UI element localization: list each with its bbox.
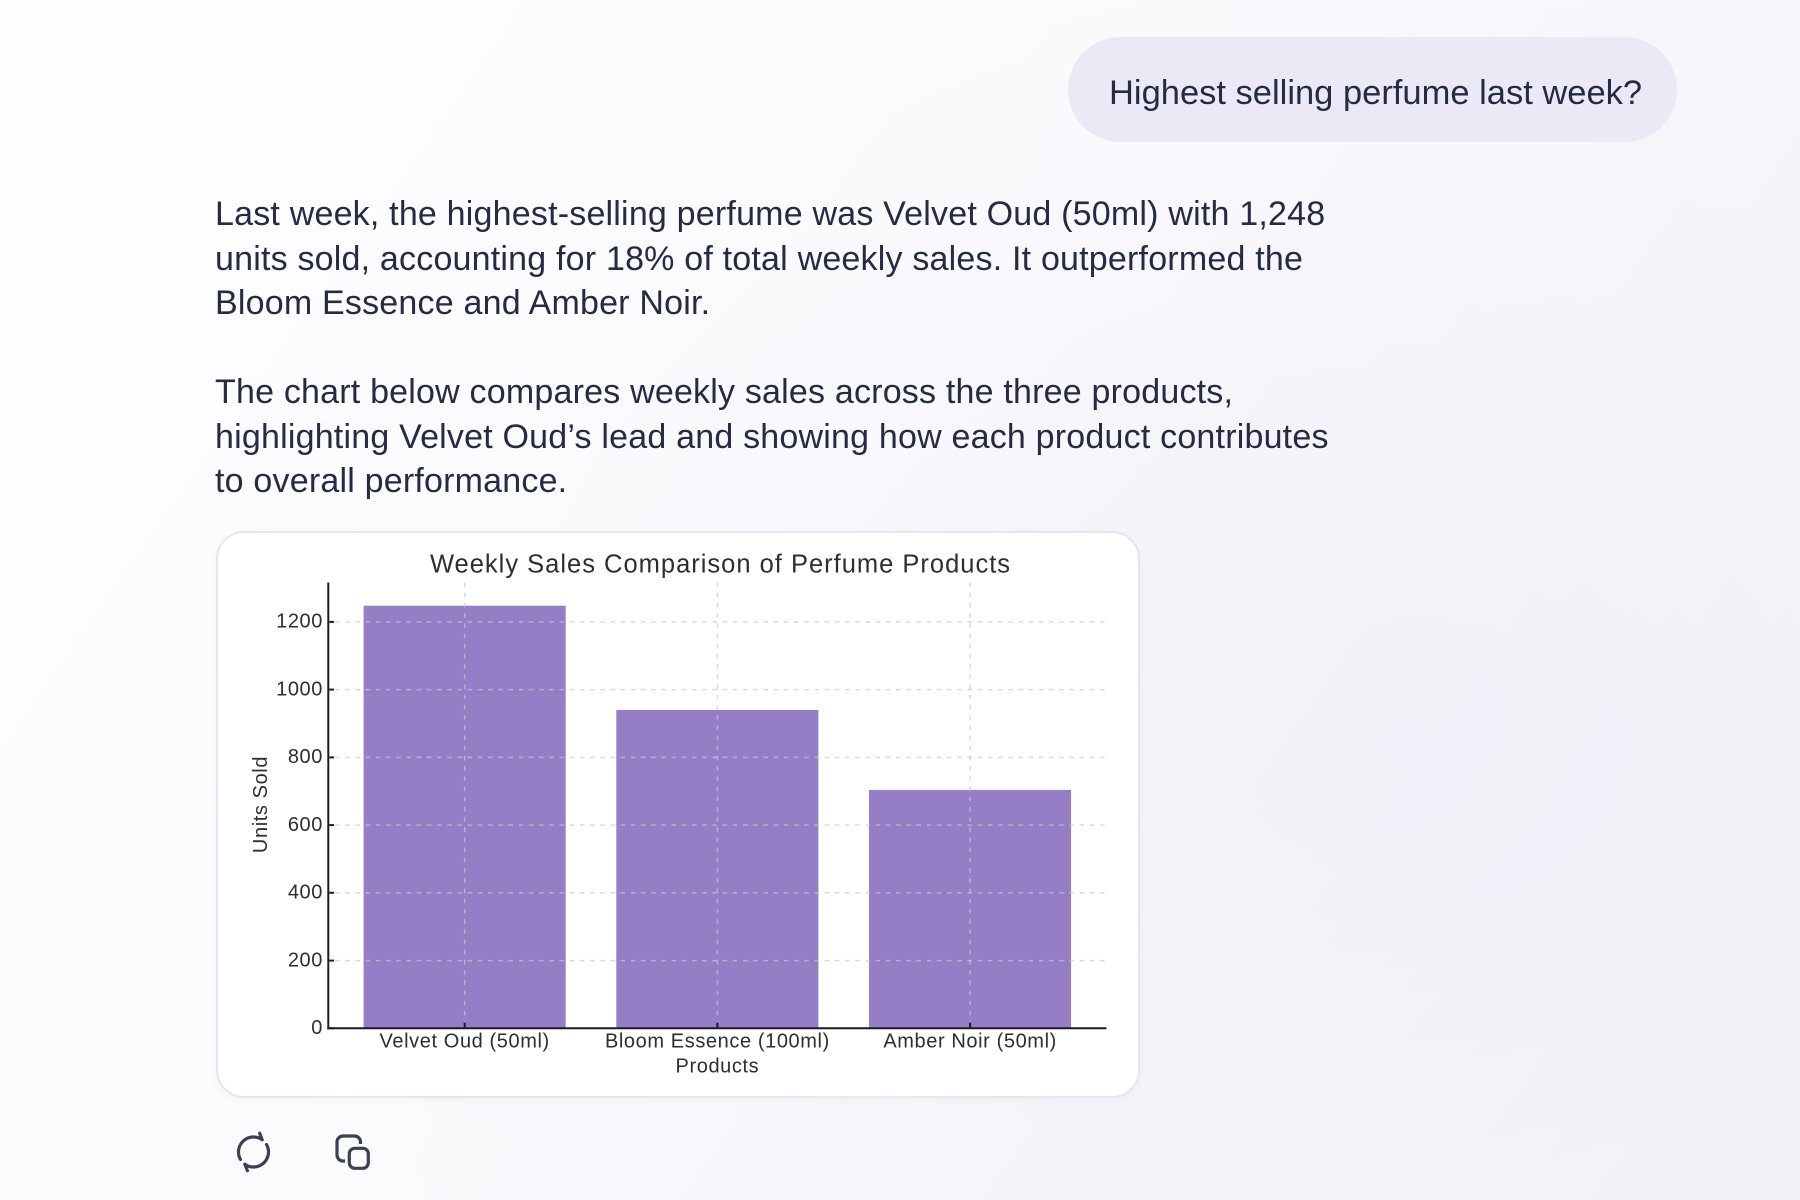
svg-text:Products: Products: [676, 1056, 760, 1078]
svg-text:600: 600: [288, 814, 323, 836]
svg-text:1200: 1200: [276, 611, 323, 633]
svg-text:200: 200: [288, 949, 323, 971]
svg-text:400: 400: [288, 882, 323, 904]
svg-text:0: 0: [311, 1017, 323, 1039]
svg-text:Amber Noir (50ml): Amber Noir (50ml): [883, 1030, 1057, 1052]
svg-text:Units Sold: Units Sold: [250, 756, 272, 853]
svg-text:Bloom Essence (100ml): Bloom Essence (100ml): [605, 1030, 830, 1052]
svg-text:800: 800: [288, 746, 323, 768]
svg-text:Weekly Sales Comparison of Per: Weekly Sales Comparison of Perfume Produ…: [430, 550, 1011, 578]
svg-text:1000: 1000: [276, 678, 323, 700]
svg-text:Velvet Oud (50ml): Velvet Oud (50ml): [380, 1030, 550, 1052]
